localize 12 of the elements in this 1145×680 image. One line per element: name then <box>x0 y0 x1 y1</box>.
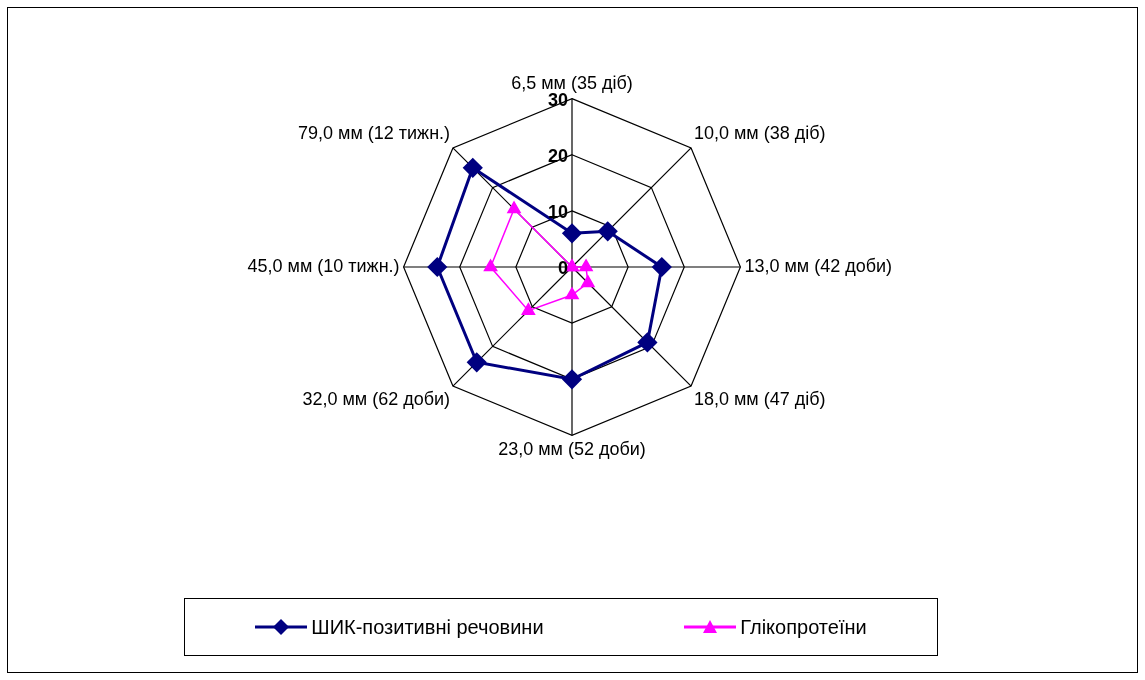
spoke-label: 18,0 мм (47 діб) <box>693 388 826 409</box>
spoke-label: 32,0 мм (62 доби) <box>302 388 451 409</box>
spoke-label: 13,0 мм (42 доби) <box>744 255 893 276</box>
spoke-label: 45,0 мм (10 тижн.) <box>247 255 400 276</box>
spoke-label: 79,0 мм (12 тижн.) <box>298 123 451 144</box>
y-tick-label: 0 <box>557 257 568 278</box>
spoke-label: 10,0 мм (38 діб) <box>693 123 826 144</box>
y-tick-label: 10 <box>547 201 568 222</box>
legend-label: ШИК-позитивні речовини <box>311 615 544 639</box>
spoke-label: 6,5 мм (35 діб) <box>511 72 633 93</box>
legend-label: Глікопротеїни <box>740 615 867 639</box>
spoke-label: 23,0 мм (52 доби) <box>498 439 646 460</box>
